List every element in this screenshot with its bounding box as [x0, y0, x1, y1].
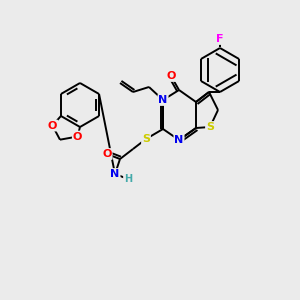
Text: N: N [174, 135, 184, 145]
Text: O: O [102, 149, 112, 159]
Text: S: S [142, 134, 150, 144]
Text: O: O [73, 131, 82, 142]
Text: N: N [110, 169, 120, 179]
Text: F: F [216, 34, 224, 44]
Text: H: H [124, 174, 132, 184]
Text: O: O [48, 121, 57, 130]
Text: O: O [166, 71, 176, 81]
Text: N: N [158, 95, 168, 105]
Text: S: S [206, 122, 214, 132]
